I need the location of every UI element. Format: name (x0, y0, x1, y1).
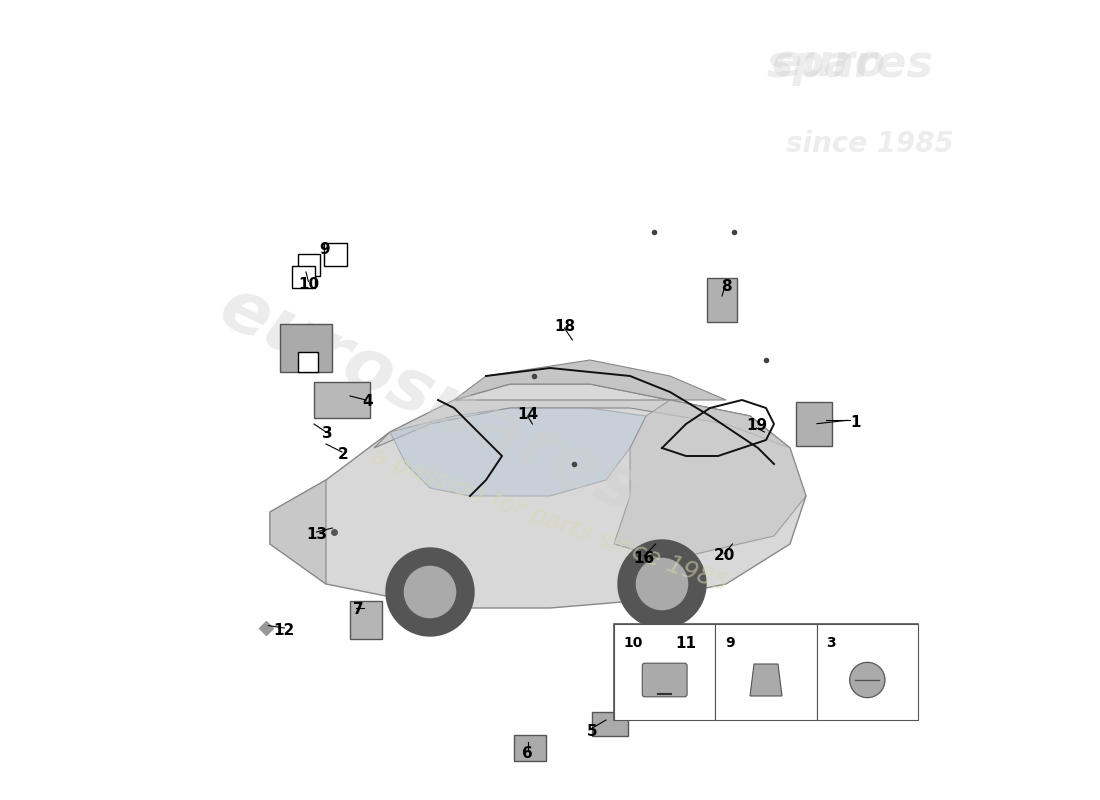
Bar (350, 601, 382, 639)
Circle shape (637, 558, 688, 610)
Text: 6: 6 (522, 746, 534, 761)
Polygon shape (374, 400, 790, 448)
Bar (614, 624, 715, 720)
Bar (514, 735, 546, 761)
Text: 3: 3 (322, 426, 333, 441)
Text: 12: 12 (274, 623, 295, 638)
Text: 4: 4 (362, 394, 373, 409)
Bar (668, 629, 712, 659)
Polygon shape (614, 400, 806, 560)
Text: 9: 9 (319, 242, 330, 257)
Text: spares: spares (767, 42, 934, 86)
Polygon shape (750, 664, 782, 696)
Circle shape (405, 566, 455, 618)
Bar (293, 266, 315, 288)
Circle shape (618, 540, 706, 628)
Text: eurospares: eurospares (208, 272, 651, 528)
Bar (314, 382, 370, 418)
Text: 13: 13 (306, 527, 327, 542)
Bar (715, 624, 816, 720)
Text: 14: 14 (517, 407, 538, 422)
Circle shape (386, 548, 474, 636)
Bar (324, 243, 346, 266)
Text: 8: 8 (720, 279, 732, 294)
Polygon shape (454, 360, 726, 400)
Text: 10: 10 (624, 636, 644, 650)
Polygon shape (390, 408, 646, 496)
Text: 18: 18 (553, 319, 575, 334)
Text: 9: 9 (725, 636, 735, 650)
Text: 19: 19 (746, 418, 767, 433)
Bar (592, 712, 628, 736)
Bar (796, 402, 832, 446)
Bar (707, 278, 737, 322)
Text: 2: 2 (338, 447, 349, 462)
Text: 10: 10 (298, 278, 319, 292)
Text: 5: 5 (587, 724, 597, 738)
Bar (280, 324, 332, 372)
Text: since 1985: since 1985 (786, 130, 954, 158)
Circle shape (849, 662, 884, 698)
Polygon shape (270, 480, 326, 584)
Text: 16: 16 (634, 551, 654, 566)
FancyBboxPatch shape (642, 663, 688, 697)
Text: 7: 7 (353, 602, 363, 617)
Text: 20: 20 (714, 549, 735, 563)
Text: euro: euro (771, 42, 886, 86)
Text: 1: 1 (850, 415, 861, 430)
Bar (614, 624, 918, 720)
Bar (816, 624, 918, 720)
Bar (298, 352, 318, 372)
Bar (298, 254, 320, 276)
Text: a passion for parts since 1985: a passion for parts since 1985 (368, 444, 732, 596)
Text: 3: 3 (826, 636, 836, 650)
Polygon shape (270, 384, 806, 608)
Text: 11: 11 (675, 637, 696, 651)
